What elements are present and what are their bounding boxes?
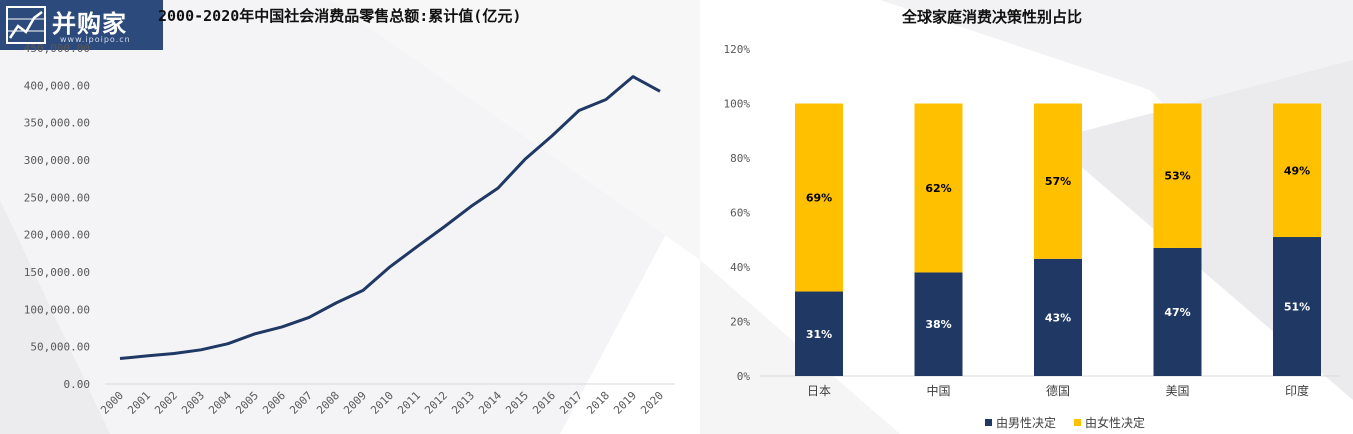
data-label: 43% (1045, 311, 1071, 324)
bar-segment (795, 103, 843, 292)
y-tick-label: 0% (737, 370, 751, 383)
brand-logo: 并购家 www.ipoipo.cn (0, 0, 163, 50)
y-tick-label: 350,000.00 (24, 117, 90, 130)
y-tick-label: 80% (730, 152, 750, 165)
category-label: 印度 (1285, 383, 1309, 398)
bar-segment (1034, 103, 1082, 259)
y-tick-label: 400,000.00 (24, 79, 90, 92)
data-label: 51% (1284, 301, 1310, 314)
y-tick-label: 120% (724, 43, 751, 56)
bar-chart-title: 全球家庭消费决策性别占比 (902, 8, 1083, 26)
bar-segment (1153, 103, 1202, 248)
bar-segment (795, 291, 843, 376)
logo-url-text: www.ipoipo.cn (60, 35, 131, 44)
y-tick-label: 50,000.00 (30, 341, 90, 354)
bar-segment (914, 103, 963, 273)
y-tick-label: 20% (730, 316, 750, 329)
category-label: 美国 (1165, 384, 1189, 398)
category-label: 中国 (926, 383, 950, 398)
logo-brand-text: 并购家 (52, 10, 127, 38)
data-label: 62% (925, 182, 951, 195)
y-tick-label: 300,000.00 (24, 154, 90, 167)
y-tick-label: 150,000.00 (24, 266, 90, 279)
data-label: 31% (806, 328, 832, 341)
y-tick-label: 250,000.00 (24, 191, 90, 204)
bar-segment (1273, 103, 1321, 238)
bar-segment (1034, 258, 1082, 376)
legend-swatch-female (1074, 419, 1082, 426)
data-label: 38% (925, 318, 951, 331)
legend-label-male: 由男性决定 (996, 416, 1057, 430)
line-chart-title: 2000-2020年中国社会消费品零售总额:累计值(亿元) (158, 7, 522, 25)
line-chart: 0.00 50,000.00 100,000.00 150,000.00 200,000… (24, 42, 675, 417)
y-tick-label: 100% (724, 98, 751, 111)
bar-segment (1153, 247, 1202, 376)
legend-swatch-male (985, 419, 992, 426)
data-label: 53% (1164, 170, 1190, 183)
legend-item-female: 由女性决定 (1074, 414, 1145, 431)
category-label: 日本 (807, 384, 831, 398)
y-tick-label: 0.00 (64, 378, 91, 391)
legend-item-male: 由男性决定 (985, 414, 1056, 431)
y-tick-label: 200,000.00 (24, 229, 90, 242)
chart-logo-icon (6, 6, 46, 44)
y-tick-label: 450,000.00 (24, 42, 90, 55)
bar-segment (914, 272, 963, 376)
bar-segment (1273, 237, 1321, 376)
bar-chart-legend: 由男性决定 由女性决定 (985, 414, 1145, 431)
data-label: 57% (1045, 175, 1071, 188)
y-tick-label: 40% (730, 261, 750, 274)
data-label: 47% (1164, 306, 1190, 319)
data-label: 49% (1284, 164, 1310, 177)
y-tick-label: 100,000.00 (24, 303, 90, 316)
y-tick-label: 60% (730, 207, 750, 220)
category-label: 德国 (1046, 383, 1070, 398)
legend-label-female: 由女性决定 (1085, 416, 1146, 430)
series-line (119, 75, 661, 360)
data-label: 69% (806, 192, 832, 205)
